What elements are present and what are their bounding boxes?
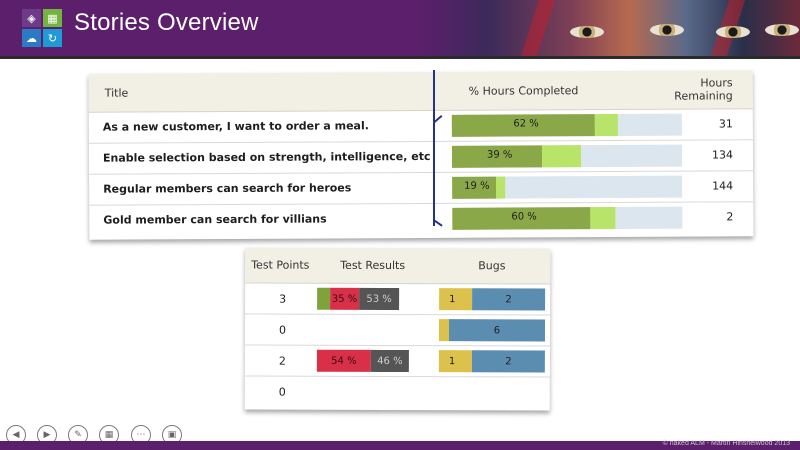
test-row[interactable]: 0 6 [244,314,551,347]
test-results-table: Test Points Test Results Bugs 3 35 % 53 … [244,247,551,411]
hours-remaining: 144 [712,179,734,193]
progress-bar: 39 % [451,144,683,168]
story-row[interactable]: As a new customer, I want to order a mea… [88,109,753,144]
copyright: © naked ALM - Martin Hinshelwood 2013 [662,440,790,447]
puzzle-icon: ▦ [43,9,62,27]
pct-label: 60 % [511,211,537,223]
flag-stripe [520,0,556,56]
in-progress-segment [541,145,582,168]
story-title: Enable selection based on strength, inte… [102,149,431,165]
test-points: 0 [278,385,286,399]
in-progress-segment [594,113,618,137]
failed-segment: 35 % [330,287,360,310]
column-hours-remaining-line2: Remaining [674,89,733,103]
page-title: Stories Overview [74,9,259,36]
active-bugs-segment: 1 [439,288,473,311]
story-title: As a new customer, I want to order a mea… [102,119,369,134]
header-hero-image [420,0,800,56]
footer-bar: © naked ALM - Martin Hinshelwood 2013 [0,440,800,450]
stories-table: Title % Hours Completed Hours Remaining … [88,70,754,240]
test-row[interactable]: 2 54 % 46 % 1 2 [244,345,550,378]
today-marker-line [433,70,435,226]
in-progress-segment [496,176,506,199]
not-run-segment: 53 % [359,287,400,311]
story-row[interactable]: Enable selection based on strength, inte… [88,140,754,175]
hours-remaining: 31 [718,117,733,131]
pct-label: 39 % [486,149,513,161]
eye-right-2 [765,24,799,36]
passed-segment [317,287,331,310]
test-row[interactable]: 3 35 % 53 % 1 2 [245,283,551,316]
forward-icon[interactable]: ▶ [37,425,57,445]
refresh-icon: ↻ [43,29,62,47]
test-points: 3 [279,292,287,306]
story-row[interactable]: Regular members can search for heroes 19… [89,171,754,206]
column-pct-hours-completed: % Hours Completed [468,84,579,98]
test-table-header: Test Points Test Results Bugs [245,247,551,285]
column-bugs: Bugs [478,259,506,273]
column-hours-remaining: Hours Remaining [674,76,733,103]
hours-remaining: 134 [711,148,734,162]
resolved-bugs-segment: 6 [448,319,546,342]
resolved-bugs-segment: 2 [471,350,545,373]
hours-remaining: 2 [726,210,734,224]
test-row[interactable]: 0 [245,376,550,407]
header-divider [0,56,800,59]
column-hours-remaining-line1: Hours [700,76,733,90]
in-progress-segment [590,206,616,230]
test-points: 2 [278,354,286,368]
story-title: Regular members can search for heroes [103,181,352,196]
stories-table-header: Title % Hours Completed Hours Remaining [88,70,753,113]
header-bar: ◈ ▦ ☁ ↻ Stories Overview [0,0,800,56]
column-test-points: Test Points [251,258,310,272]
eye-left-2 [716,26,750,38]
failed-segment: 54 % [316,349,371,372]
active-bugs-segment [438,319,450,342]
story-row[interactable]: Gold member can search for villians 60 %… [89,202,753,235]
pct-label: 19 % [464,180,490,192]
eye-left [570,26,604,38]
progress-bar: 19 % [452,175,683,199]
active-bugs-segment: 1 [438,350,472,373]
not-run-segment: 46 % [370,349,409,373]
progress-bar: 60 % [452,206,683,230]
app-logo: ◈ ▦ ☁ ↻ [22,9,64,49]
column-title: Title [104,86,129,100]
test-points: 0 [278,323,287,337]
story-title: Gold member can search for villians [103,212,327,227]
cloud-icon: ☁ [22,29,41,47]
resolved-bugs-segment: 2 [472,288,546,311]
visual-studio-icon: ◈ [22,9,41,27]
eye-right [650,24,684,36]
progress-bar: 62 % [451,113,682,137]
pct-label: 62 % [513,118,539,130]
column-test-results: Test Results [340,258,406,273]
